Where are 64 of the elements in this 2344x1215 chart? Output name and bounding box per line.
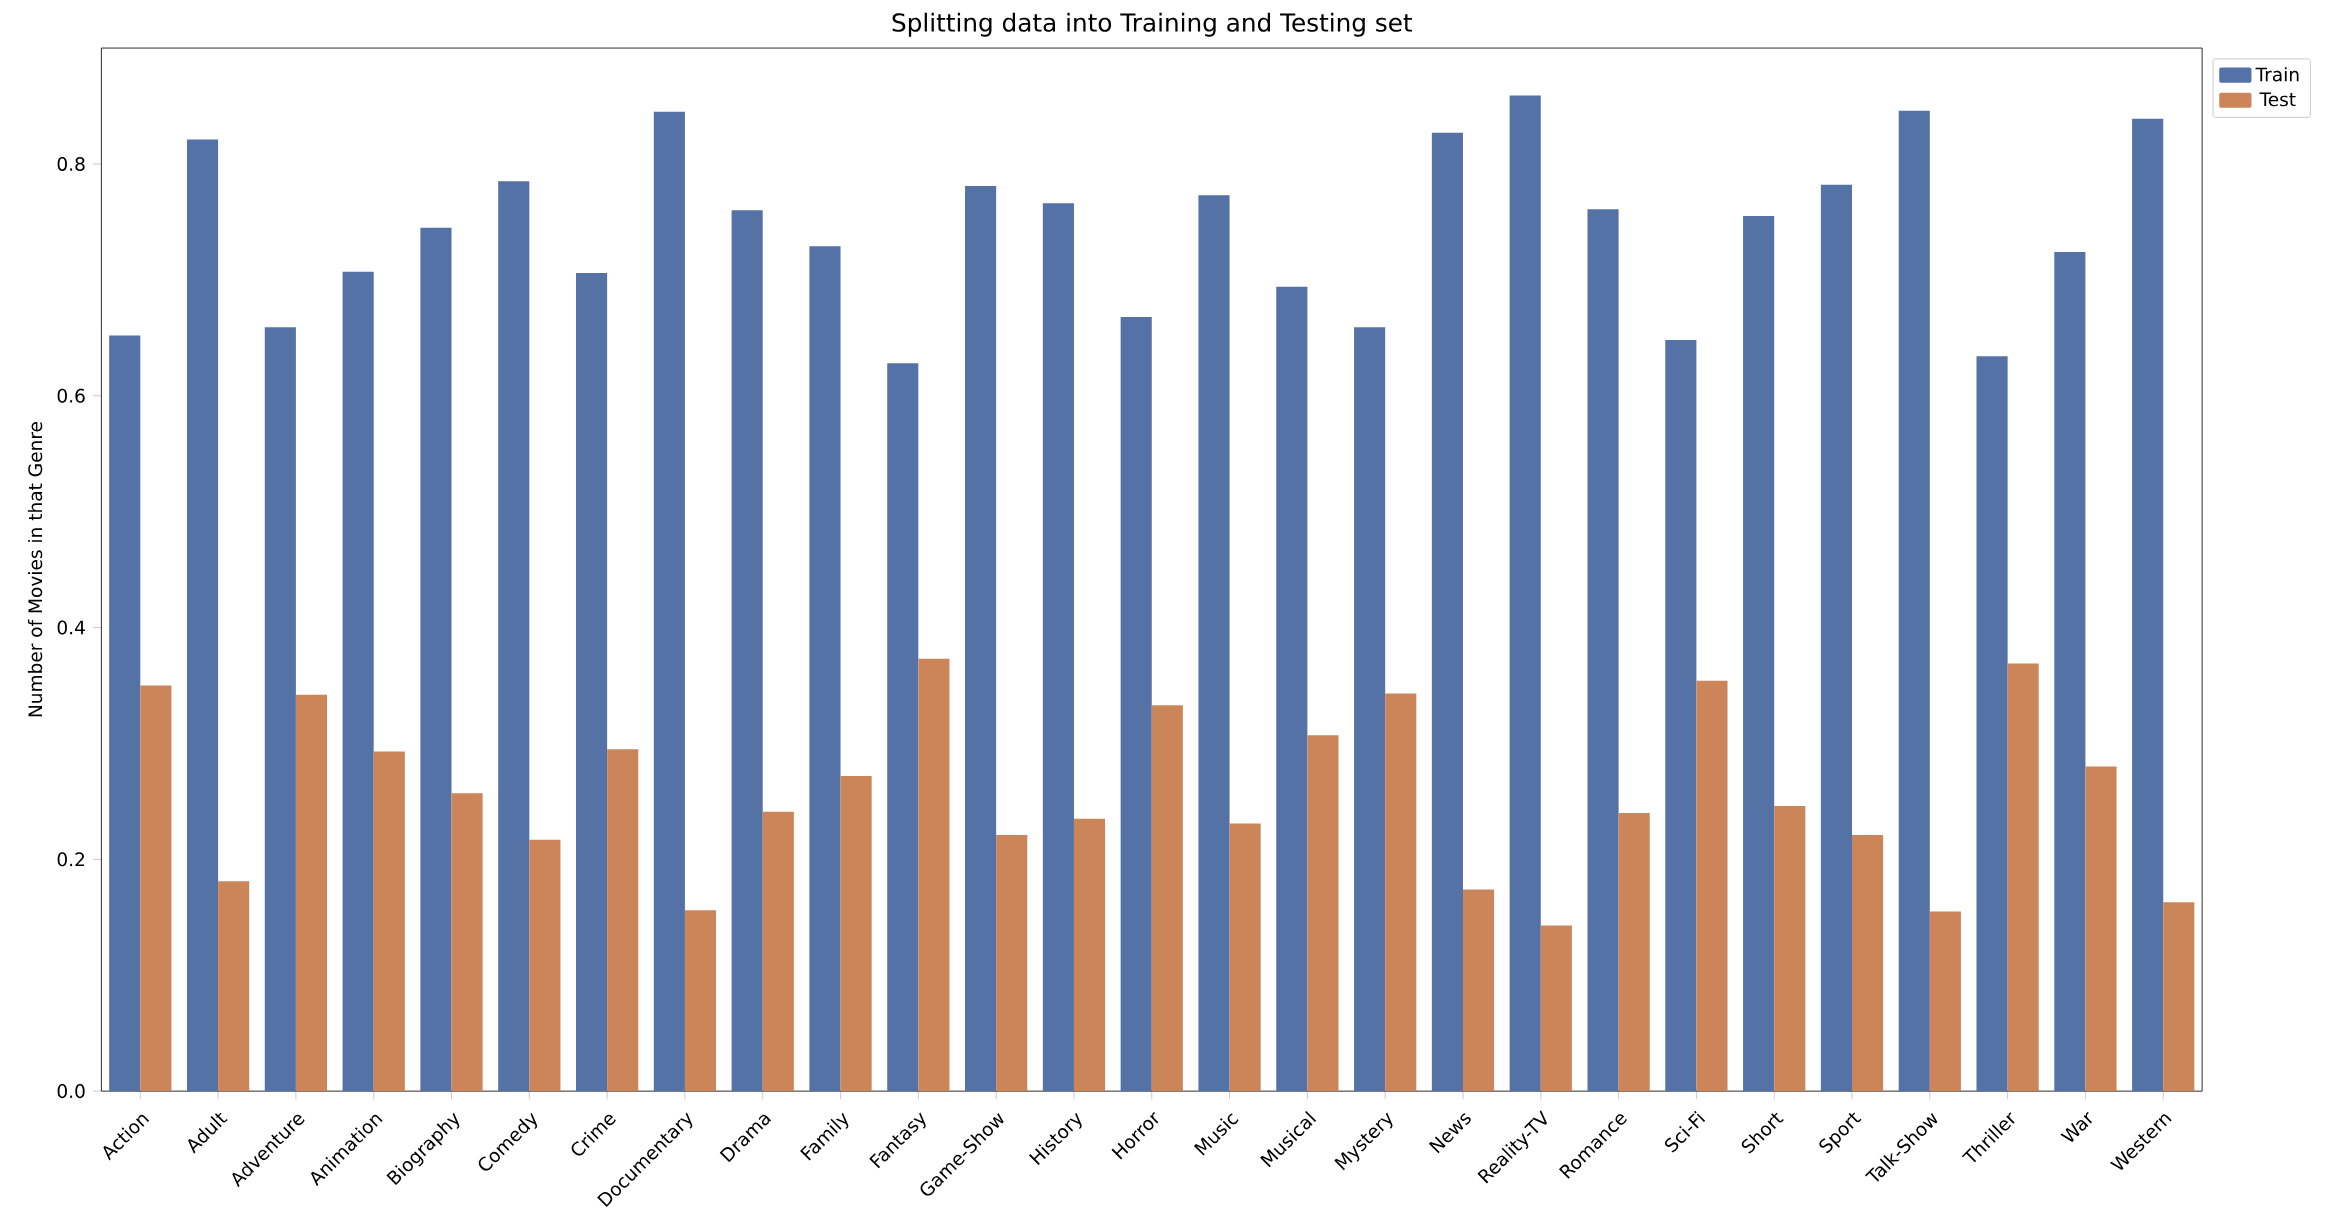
bar <box>1898 110 1930 1091</box>
bar <box>1774 805 1806 1091</box>
bar <box>1307 735 1339 1091</box>
legend-label: Test <box>2259 92 2296 107</box>
bar <box>809 246 841 1091</box>
bar <box>2085 766 2117 1091</box>
bar <box>264 327 296 1091</box>
y-tick-label: 0.6 <box>57 388 85 403</box>
bar <box>1431 132 1463 1091</box>
y-tick-label: 0.4 <box>57 620 85 635</box>
bar <box>965 185 997 1091</box>
bar <box>1354 327 1386 1091</box>
bar <box>1198 195 1230 1091</box>
bar <box>1743 215 1775 1091</box>
bar <box>1820 184 1852 1091</box>
bar <box>2132 118 2164 1091</box>
bar <box>295 694 328 1091</box>
bar <box>529 839 561 1091</box>
bar <box>1385 693 1417 1091</box>
bar <box>1976 356 2008 1091</box>
bar <box>607 749 639 1091</box>
bar <box>731 210 763 1091</box>
chart-title: Splitting data into Training and Testing set <box>892 12 1413 37</box>
bar <box>451 793 483 1091</box>
bar <box>1696 680 1728 1091</box>
bar <box>186 139 219 1091</box>
bar <box>2054 251 2086 1091</box>
bar <box>420 227 452 1091</box>
bar <box>1509 95 1541 1091</box>
bar <box>1073 818 1106 1091</box>
bar <box>1042 203 1074 1091</box>
bar <box>996 834 1028 1091</box>
bar <box>684 910 717 1091</box>
bar <box>373 751 405 1091</box>
bar <box>498 181 530 1091</box>
bar <box>1852 834 1884 1091</box>
bar <box>2007 663 2039 1091</box>
bar <box>653 111 685 1091</box>
y-tick-label: 0.8 <box>57 156 85 171</box>
bar <box>1665 339 1697 1091</box>
bar <box>1462 889 1495 1091</box>
bar <box>1151 705 1183 1091</box>
bar <box>342 271 374 1091</box>
bar <box>140 685 172 1091</box>
bar <box>1229 823 1261 1091</box>
bar <box>840 775 872 1091</box>
x-tick-label: War <box>2060 1111 2092 1142</box>
bar <box>1120 316 1152 1091</box>
bar <box>1276 286 1308 1091</box>
bar <box>918 658 950 1091</box>
bar <box>1540 925 1572 1091</box>
legend-label: Train <box>2255 66 2299 82</box>
bar <box>109 335 141 1091</box>
bar <box>1929 911 1961 1091</box>
bar <box>2163 902 2195 1091</box>
y-tick-label: 0.0 <box>57 1083 85 1098</box>
bar <box>218 881 250 1091</box>
y-tick-label: 0.2 <box>57 852 85 867</box>
bar <box>887 363 919 1091</box>
bar <box>1587 208 1619 1091</box>
bar <box>1618 812 1650 1091</box>
y-axis-title: Number of Movies in that Genre <box>27 421 43 717</box>
bar <box>576 272 608 1091</box>
bar <box>762 811 794 1091</box>
